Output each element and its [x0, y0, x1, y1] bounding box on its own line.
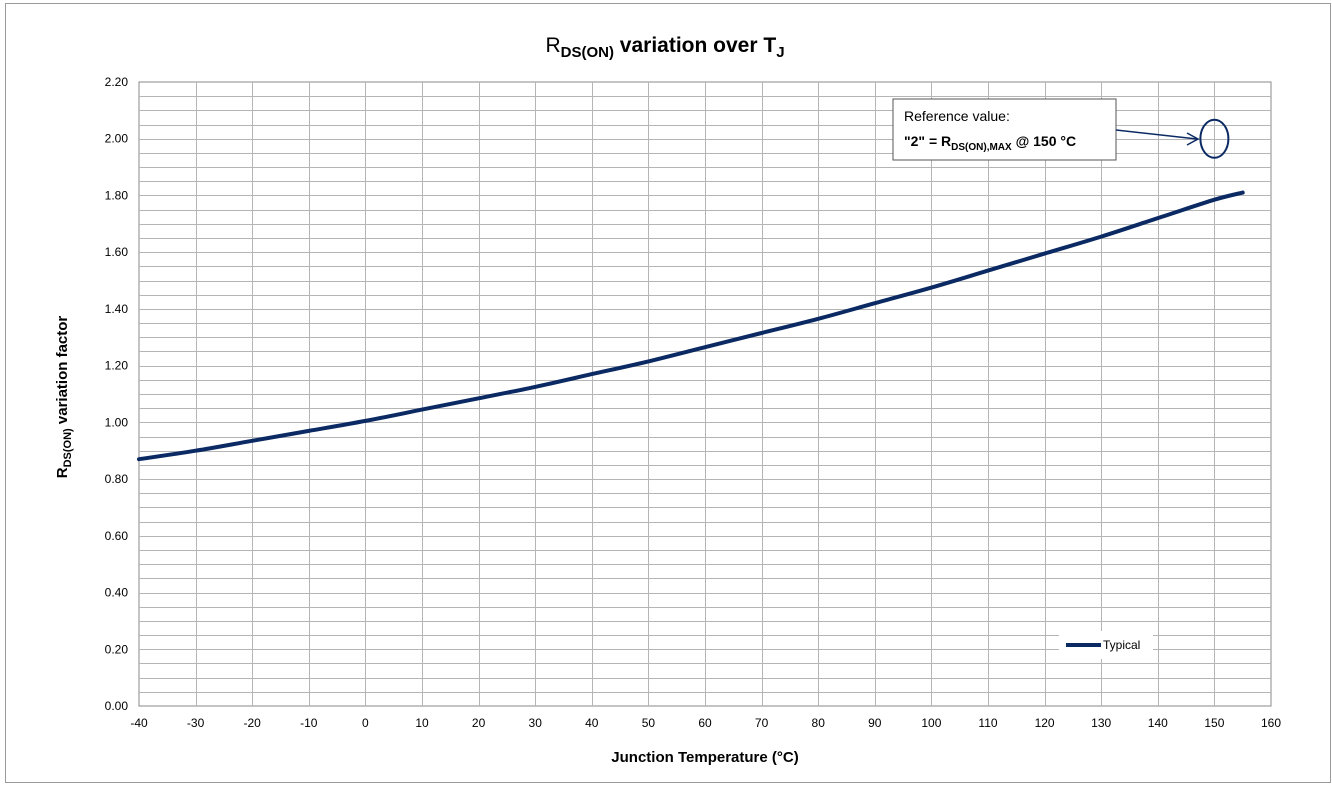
x-tick-label: -30 [187, 716, 205, 730]
x-tick-label: 160 [1261, 716, 1281, 730]
x-tick-label: 40 [585, 716, 599, 730]
x-tick-label: -20 [244, 716, 262, 730]
annotation-box [892, 98, 1117, 161]
chart-title: RDS(ON) variation over TJ [545, 34, 784, 61]
annotation-line1: Reference value: [904, 108, 1010, 124]
y-tick-label: 2.00 [105, 132, 129, 146]
y-tick-label: 1.40 [105, 302, 129, 316]
x-tick-label: 150 [1204, 716, 1224, 730]
series-layer [137, 190, 1245, 462]
y-tick-label: 0.00 [105, 699, 129, 713]
x-tick-label: -40 [130, 716, 148, 730]
x-tick-label: 20 [472, 716, 486, 730]
y-tick-label: 1.60 [105, 245, 129, 259]
annotation-arrowhead [1186, 132, 1200, 146]
x-tick-label: 60 [698, 716, 712, 730]
x-tick-label: 120 [1035, 716, 1055, 730]
annotation-arrow [1115, 129, 1198, 140]
y-tick-label: 2.20 [105, 75, 129, 89]
series-line-typical [137, 190, 1245, 462]
x-tick-label: 140 [1148, 716, 1168, 730]
legend: Typical [1059, 631, 1153, 659]
y-tick-label: 1.00 [105, 415, 129, 429]
x-tick-label: 10 [415, 716, 429, 730]
x-axis-title: Junction Temperature (°C) [611, 749, 798, 766]
x-tick-label: 70 [755, 716, 769, 730]
annotation-line2: "2" = RDS(ON),MAX @ 150 °C [904, 133, 1076, 153]
x-tick-label: 110 [978, 716, 997, 730]
x-tick-label: 50 [642, 716, 656, 730]
reference-circle [1199, 118, 1230, 159]
x-tick-label: 80 [812, 716, 826, 730]
grid [138, 81, 1272, 707]
x-tick-label: 100 [921, 716, 941, 730]
x-tick-label: 130 [1091, 716, 1111, 730]
y-tick-label: 0.80 [105, 472, 129, 486]
legend-label-typical: Typical [1103, 638, 1140, 652]
tick-labels: 0.00 0.20 0.40 0.60 0.80 1.00 1.20 1.40 1.60 1.80… [105, 75, 1282, 730]
x-tick-label: -10 [300, 716, 318, 730]
x-tick-label: 90 [868, 716, 882, 730]
y-axis-title: RDS(ON) variation factor [54, 316, 74, 479]
y-tick-label: 0.20 [105, 642, 129, 656]
x-tick-label: 30 [529, 716, 543, 730]
y-tick-label: 0.40 [105, 586, 129, 600]
y-tick-label: 1.80 [105, 188, 129, 202]
y-tick-label: 0.60 [105, 529, 129, 543]
reference-annotation: Reference value: "2" = RDS(ON),MAX @ 150… [892, 98, 1230, 161]
x-tick-label: 0 [362, 716, 369, 730]
y-tick-label: 1.20 [105, 359, 129, 373]
